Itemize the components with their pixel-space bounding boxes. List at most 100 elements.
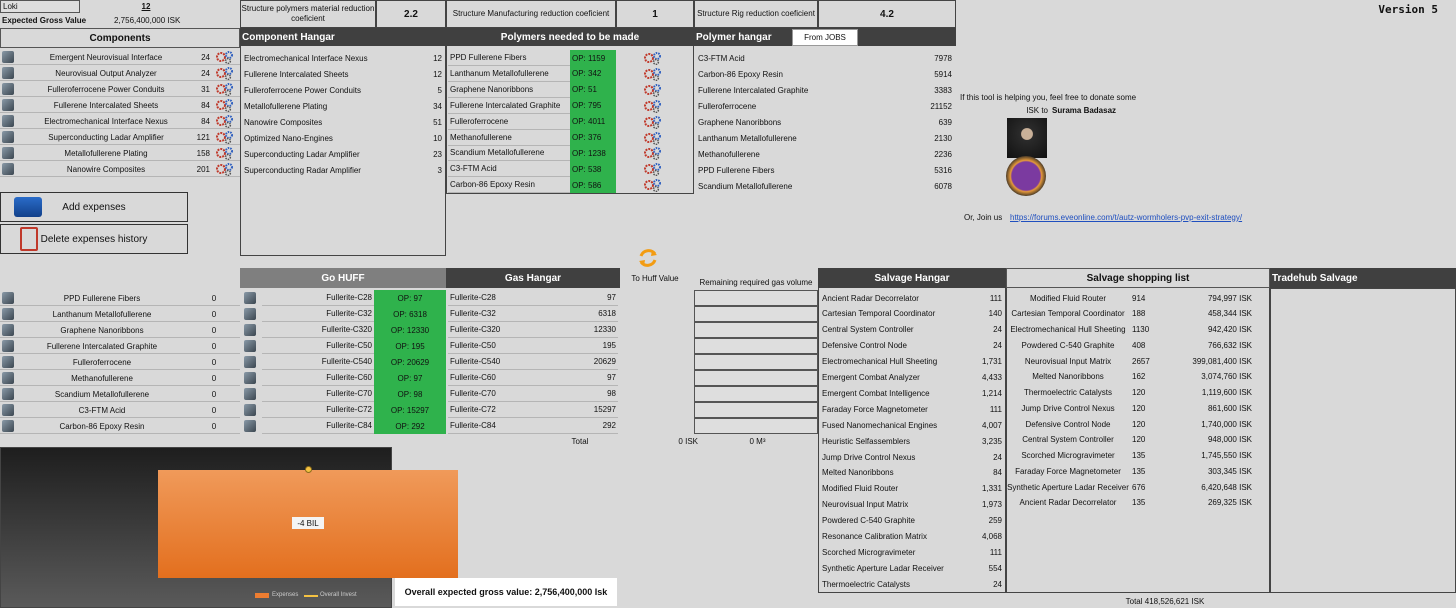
huff-op: OP: 15297	[374, 402, 446, 418]
remaining-label: Remaining required gas volume	[699, 277, 813, 287]
huff-op: OP: 97	[374, 370, 446, 386]
shopping-name: Central System Controller	[1022, 435, 1114, 445]
gas-qty: 12330	[558, 322, 618, 338]
row	[0, 322, 240, 338]
gear-icon[interactable]	[642, 131, 664, 145]
remaining-cell	[694, 290, 818, 306]
gear-icon[interactable]	[642, 99, 664, 113]
polymer-hangar-name: PPD Fullerene Fibers	[698, 165, 775, 175]
item-icon	[2, 99, 14, 111]
gear-icon[interactable]	[642, 115, 664, 129]
invest-point	[305, 466, 312, 473]
polymer-hangar-qty: 639	[938, 117, 952, 127]
polymer-op: OP: 586	[570, 177, 616, 194]
hangar-item-name: Metallofullerene Plating	[244, 101, 328, 111]
polymer-list-name: Methanofullerene	[71, 373, 133, 383]
row	[0, 386, 240, 402]
shopping-qty: 676	[1132, 482, 1146, 492]
avatar-badge	[1006, 156, 1046, 196]
row	[0, 370, 240, 386]
shopping-name: Thermoelectric Catalysts	[1023, 388, 1113, 397]
gear-icon[interactable]	[642, 146, 664, 161]
from-jobs-button[interactable]: From JOBS	[792, 29, 858, 46]
gear-icon[interactable]	[642, 178, 664, 193]
legend-label: Expenses	[272, 592, 299, 598]
component-qty: 31	[201, 84, 210, 94]
salvage-name: Defensive Control Node	[822, 341, 907, 351]
coefficient-label: Structure Rig reduction coeficient	[694, 0, 818, 28]
hangar-item-qty: 12	[433, 69, 442, 79]
salvage-qty: 3,235	[981, 436, 1002, 446]
row	[0, 418, 240, 434]
gear-icon[interactable]	[642, 51, 664, 65]
section-header: Go HUFF	[240, 268, 446, 288]
button-icon[interactable]	[20, 227, 38, 251]
item-icon	[2, 308, 14, 320]
to-huff-icon[interactable]	[636, 246, 660, 270]
hangar-item-name: Optimized Nano-Engines	[244, 133, 333, 143]
polymer-list-name: Carbon-86 Epoxy Resin	[59, 421, 145, 431]
gear-icon[interactable]	[214, 50, 236, 64]
gas-name: Fullerite-C60	[448, 370, 558, 386]
total-volume: 0 M³	[749, 436, 766, 446]
gear-icon[interactable]	[214, 82, 236, 96]
polymer-name: Scandium Metallofullerene	[448, 145, 570, 162]
salvage-name: Central System Controller	[822, 325, 914, 335]
gear-icon[interactable]	[214, 114, 236, 128]
item-icon	[2, 372, 14, 384]
gear-icon[interactable]	[214, 146, 236, 160]
huff-op: OP: 20629	[374, 354, 446, 370]
item-icon	[244, 356, 256, 368]
huff-name: Fullerite-C60	[262, 370, 374, 386]
salvage-name: Jump Drive Control Nexus	[822, 452, 916, 462]
polymer-list-qty: 0	[211, 293, 217, 303]
gas-qty: 292	[558, 418, 618, 434]
polymer-list-qty: 0	[211, 325, 217, 335]
polymer-op: OP: 4011	[570, 113, 616, 130]
count-cell: 12	[141, 2, 151, 11]
huff-op: OP: 195	[374, 338, 446, 354]
component-name: Fulleroferrocene Power Conduits	[47, 84, 165, 94]
shopping-qty: 1130	[1132, 325, 1150, 334]
total-label: Total	[571, 436, 589, 446]
shopping-total: Total 418,526,621 ISK	[1125, 596, 1205, 606]
gas-name: Fullerite-C72	[448, 402, 558, 418]
section-header: Components	[0, 28, 240, 48]
remaining-cell	[694, 306, 818, 322]
polymer-op: OP: 1159	[570, 50, 616, 66]
expected-value: 2,756,400,000 ISK	[114, 15, 181, 25]
gear-icon[interactable]	[642, 67, 664, 81]
component-name: Superconducting Ladar Amplifier	[48, 132, 164, 142]
join-text: Or, Join us	[964, 212, 1003, 222]
shopping-qty: 188	[1132, 309, 1146, 319]
salvage-name: Faraday Force Magnetometer	[822, 404, 928, 414]
salvage-name: Resonance Calibration Matrix	[822, 532, 927, 541]
polymer-name: Carbon-86 Epoxy Resin	[448, 177, 570, 194]
item-icon	[2, 388, 14, 400]
ship-select[interactable]: Loki	[0, 0, 80, 13]
gear-icon[interactable]	[214, 162, 236, 176]
forum-link[interactable]: https://forums.eveonline.com/t/autz-worm…	[1010, 212, 1243, 222]
gear-icon[interactable]	[642, 162, 664, 177]
section-header: Polymers needed to be made	[446, 28, 694, 46]
shopping-qty: 2657	[1132, 356, 1150, 366]
dropdown-arrow[interactable]	[70, 0, 80, 13]
salvage-name: Synthetic Aperture Ladar Receiver	[822, 563, 944, 573]
gear-icon[interactable]	[214, 98, 236, 112]
salvage-name: Powdered C-540 Graphite	[822, 516, 915, 526]
shopping-name: Jump Drive Control Nexus	[1021, 403, 1115, 413]
gear-icon[interactable]	[642, 83, 664, 97]
salvage-qty: 24	[993, 341, 1002, 351]
gear-icon[interactable]	[214, 130, 236, 144]
item-icon	[244, 340, 256, 352]
shopping-name: Modified Fluid Router	[1029, 293, 1107, 303]
polymer-list-name: Fulleroferrocene	[72, 357, 132, 367]
huff-op: OP: 97	[374, 290, 446, 306]
button-icon[interactable]	[14, 197, 42, 217]
polymer-list-qty: 0	[211, 341, 217, 351]
polymer-hangar-qty: 3383	[934, 85, 952, 95]
gear-icon[interactable]	[214, 66, 236, 80]
delete-expenses-button[interactable]: Delete expenses history	[0, 224, 188, 254]
remaining-cell	[694, 386, 818, 402]
remaining-cell	[694, 354, 818, 370]
